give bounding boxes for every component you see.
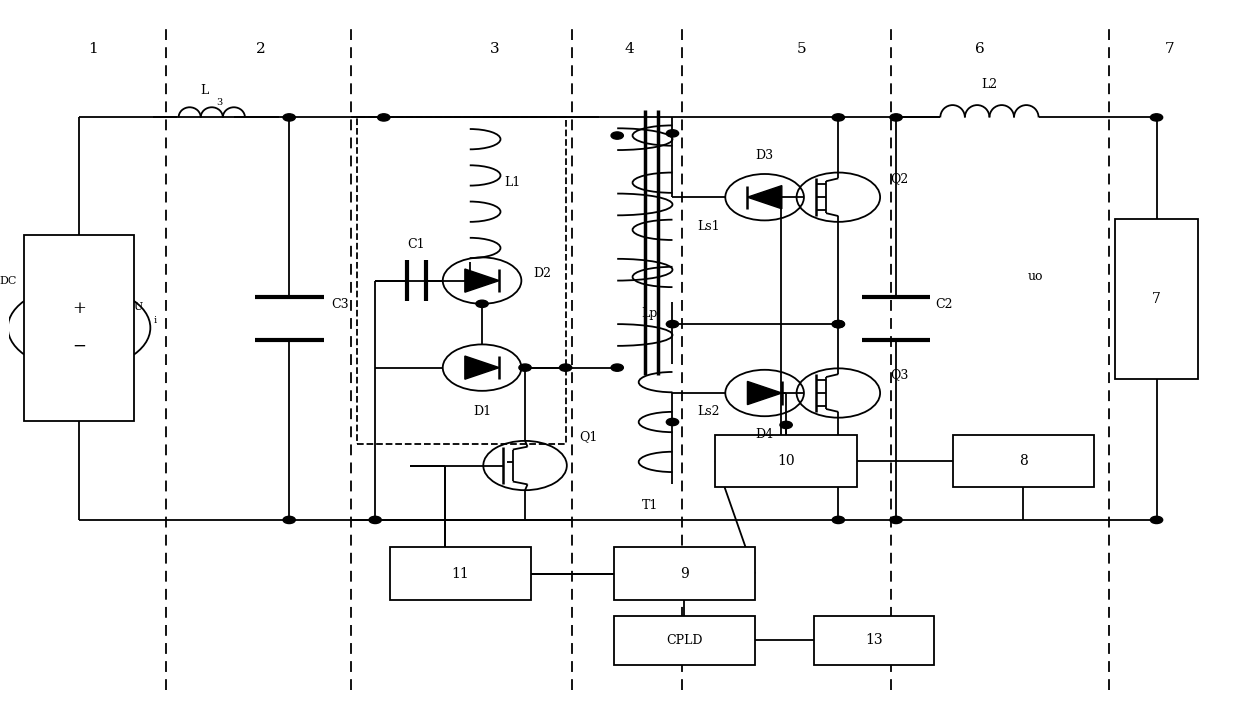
Text: 3: 3 <box>489 41 499 55</box>
Text: D2: D2 <box>534 267 551 280</box>
Circle shape <box>833 516 845 523</box>
Text: 13: 13 <box>865 633 882 647</box>
Circle shape <box>890 114 902 121</box>
Text: 10: 10 <box>777 454 795 468</box>
Circle shape <box>369 516 382 523</box>
Text: Q2: Q2 <box>890 173 908 186</box>
Text: T1: T1 <box>642 499 659 512</box>
Bar <box>390 547 532 600</box>
Bar <box>613 547 755 600</box>
Text: uo: uo <box>1027 271 1043 283</box>
Polygon shape <box>465 269 499 292</box>
Text: 1: 1 <box>88 41 98 55</box>
Text: 3: 3 <box>216 98 222 107</box>
Text: CPLD: CPLD <box>665 634 703 646</box>
Text: i: i <box>154 316 157 325</box>
Bar <box>814 616 934 665</box>
Text: C3: C3 <box>331 298 348 311</box>
Polygon shape <box>465 356 499 379</box>
Text: 6: 6 <box>975 41 985 55</box>
Text: +: + <box>72 301 85 317</box>
Text: −: − <box>72 338 85 355</box>
Text: C1: C1 <box>408 238 425 251</box>
Text: 2: 2 <box>256 41 266 55</box>
Bar <box>953 435 1094 487</box>
Circle shape <box>282 114 295 121</box>
Circle shape <box>282 516 295 523</box>
Text: D3: D3 <box>756 149 773 162</box>
Circle shape <box>667 130 679 137</box>
Text: DC: DC <box>0 276 16 285</box>
Circle shape <box>833 320 845 328</box>
Text: Ls2: Ls2 <box>698 405 720 418</box>
Text: Q1: Q1 <box>579 430 597 443</box>
Circle shape <box>378 114 390 121</box>
Circle shape <box>1150 114 1162 121</box>
Text: D4: D4 <box>756 428 773 441</box>
Polygon shape <box>747 381 782 405</box>
Text: Ls1: Ls1 <box>698 220 720 233</box>
Text: 7: 7 <box>1165 41 1175 55</box>
Text: 8: 8 <box>1018 454 1027 468</box>
Circle shape <box>519 364 532 371</box>
Text: Lp: Lp <box>642 306 658 320</box>
Circle shape <box>890 516 902 523</box>
Text: L2: L2 <box>981 79 997 91</box>
Text: 4: 4 <box>624 41 634 55</box>
Bar <box>715 435 856 487</box>
Text: L: L <box>201 84 208 97</box>
Text: Q3: Q3 <box>890 368 908 381</box>
Text: 11: 11 <box>452 566 470 581</box>
Circle shape <box>833 114 845 121</box>
Text: U: U <box>134 302 142 312</box>
Text: 7: 7 <box>1152 292 1161 306</box>
Polygon shape <box>747 186 782 209</box>
Circle shape <box>611 132 623 139</box>
Circle shape <box>833 320 845 328</box>
Text: L1: L1 <box>504 176 520 189</box>
Text: 9: 9 <box>680 566 689 581</box>
Circle shape <box>1150 516 1162 523</box>
Circle shape <box>560 364 571 371</box>
Text: C2: C2 <box>935 298 953 311</box>
Circle shape <box>667 419 679 426</box>
Text: 5: 5 <box>797 41 807 55</box>
Text: D1: D1 <box>473 405 491 418</box>
Bar <box>613 616 755 665</box>
Bar <box>24 235 134 421</box>
Circle shape <box>781 422 792 429</box>
Circle shape <box>667 320 679 328</box>
Circle shape <box>476 300 488 307</box>
Bar <box>1115 219 1198 379</box>
Circle shape <box>611 364 623 371</box>
